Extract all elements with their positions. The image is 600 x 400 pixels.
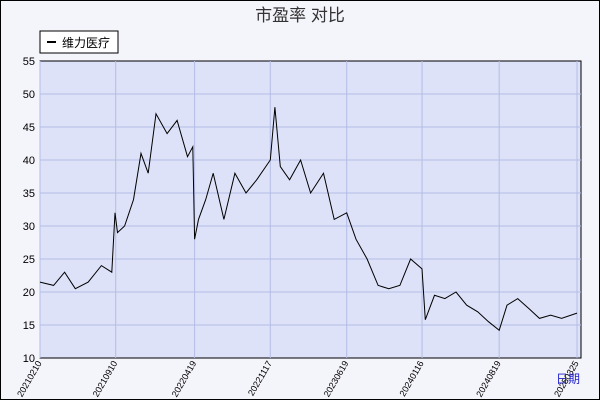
y-tick-label: 30: [23, 221, 35, 233]
x-tick-label: 20210910: [91, 359, 120, 399]
y-tick-label: 35: [23, 188, 35, 200]
series-lines: [39, 107, 578, 332]
x-tick-label: 20220419: [170, 359, 199, 399]
x-axis-labels: 20210210 20210910 20220419 20221117 20230619…: [15, 359, 581, 399]
y-axis-labels: 10 15 20 25 30 35 40 45 50 55: [23, 56, 35, 365]
x-axis-title: 日期: [556, 372, 580, 386]
y-tick-label: 50: [23, 89, 35, 101]
legend-label: 维力医疗: [62, 36, 110, 50]
series-line: [39, 107, 578, 332]
y-tick-label: 45: [23, 122, 35, 134]
y-tick-label: 10: [23, 353, 35, 365]
x-tick-label: 20221117: [246, 359, 274, 398]
grid-lines: [39, 61, 581, 358]
y-tick-label: 55: [23, 56, 35, 68]
x-tick-label: 20240819: [474, 359, 503, 399]
y-tick-label: 40: [23, 155, 35, 167]
y-tick-label: 15: [23, 320, 35, 332]
legend[interactable]: 维力医疗: [39, 30, 119, 54]
x-tick-label: 20240116: [397, 359, 425, 398]
chart-title: 市盈率 对比: [255, 6, 345, 25]
x-tick-label: 20230619: [322, 359, 351, 399]
y-tick-label: 25: [23, 254, 35, 266]
plot-area: [39, 60, 582, 359]
y-tick-label: 20: [23, 287, 35, 299]
